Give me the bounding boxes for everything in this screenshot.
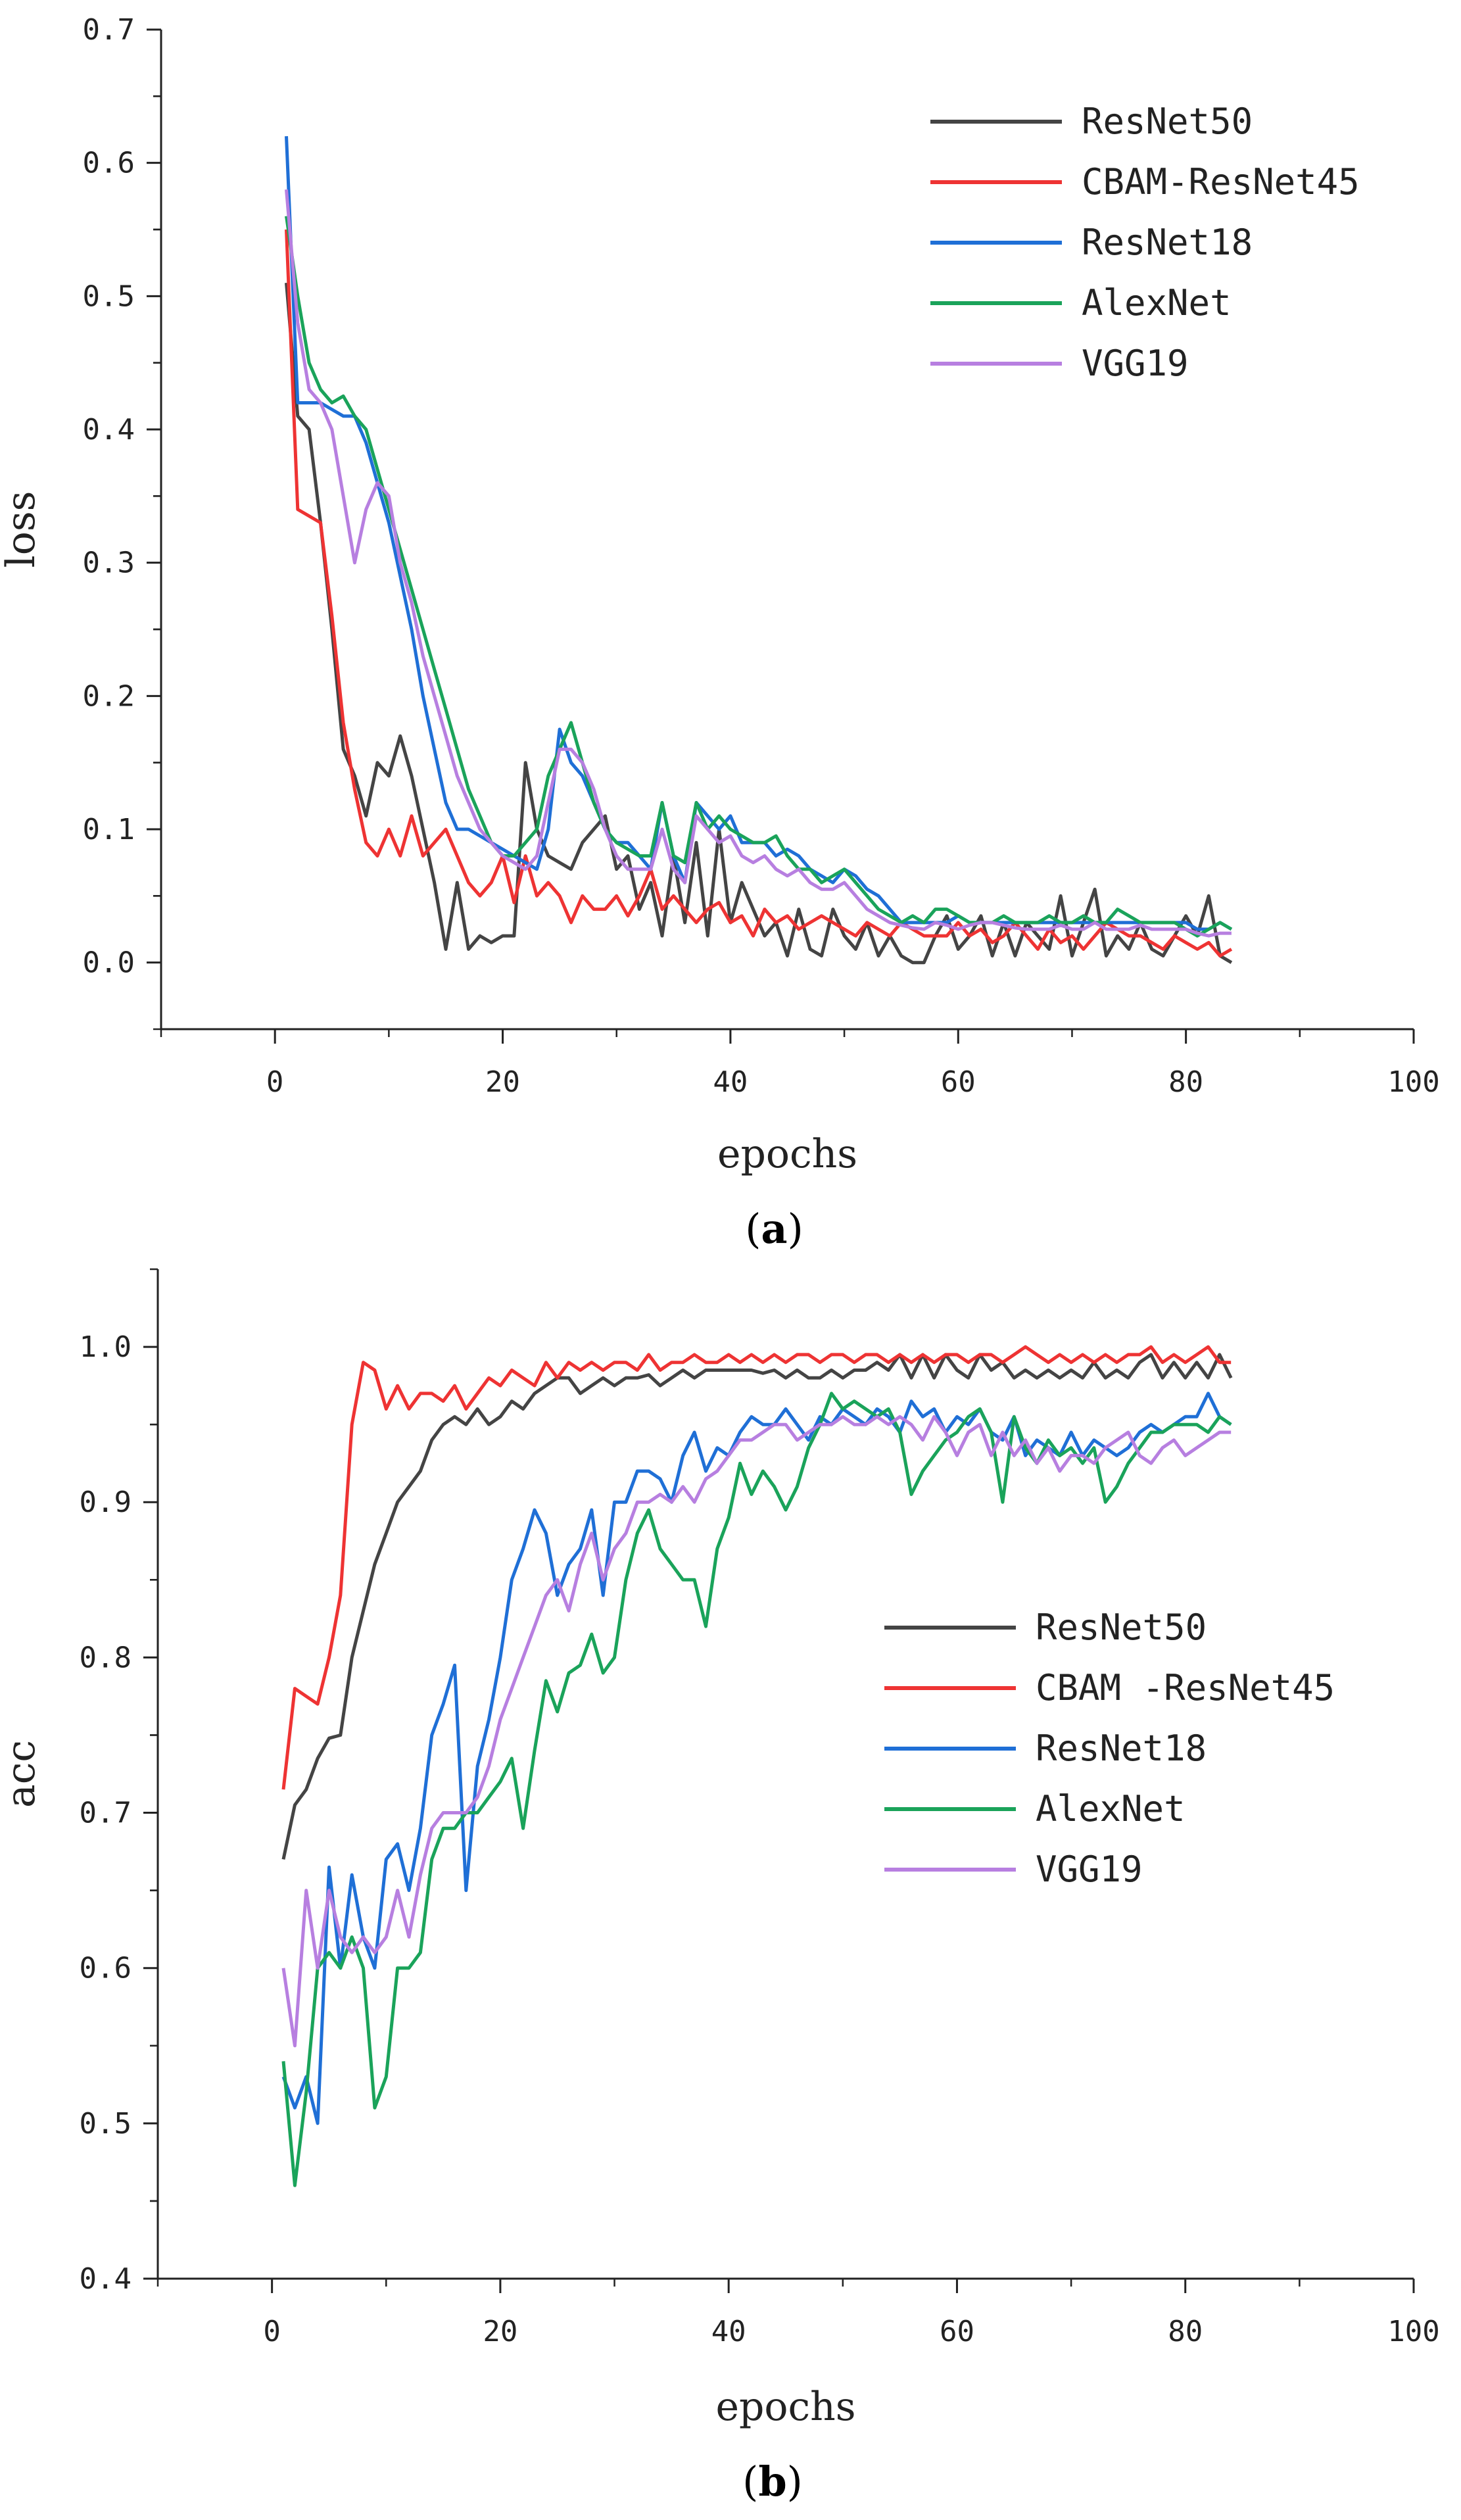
legend-label: AlexNet <box>1036 1788 1186 1829</box>
y-tick-label: 0.0 <box>83 946 135 980</box>
legend-label: ResNet50 <box>1082 101 1253 142</box>
x-tick-label: 20 <box>483 2315 517 2348</box>
legend-label: ResNet18 <box>1036 1728 1207 1769</box>
series-line-resnet50 <box>281 1353 1233 1860</box>
y-tick-label: 0.7 <box>83 13 135 47</box>
legend-label: ResNet18 <box>1082 222 1253 263</box>
x-tick-label: 60 <box>941 1065 976 1099</box>
legend-label: CBAM-ResNet45 <box>1082 161 1360 203</box>
legend-label: CBAM -ResNet45 <box>1036 1667 1335 1708</box>
x-tick-label: 40 <box>711 2315 746 2348</box>
x-tick-label: 60 <box>940 2315 974 2348</box>
x-tick-label: 100 <box>1387 2315 1439 2348</box>
y-axis-title: loss <box>0 491 44 568</box>
y-tick-label: 0.9 <box>80 1486 132 1519</box>
x-axis-title: epochs <box>715 2384 855 2430</box>
y-tick-label: 0.8 <box>80 1641 132 1674</box>
y-tick-label: 0.6 <box>83 147 135 180</box>
y-tick-label: 0.5 <box>83 279 135 313</box>
figure-caption: (a) <box>745 1205 803 1253</box>
y-tick-label: 0.4 <box>80 2262 132 2296</box>
caption-open: ( <box>742 2458 758 2506</box>
caption-open: ( <box>745 1205 761 1253</box>
y-tick-label: 1.0 <box>80 1330 132 1364</box>
y-tick-label: 0.6 <box>80 1952 132 1985</box>
series-line-vgg19 <box>281 1415 1232 2048</box>
caption-letter: b <box>758 2458 786 2506</box>
caption-close: ) <box>787 2458 803 2506</box>
x-tick-label: 20 <box>485 1065 520 1099</box>
y-tick-label: 0.1 <box>83 813 135 846</box>
caption-letter: a <box>761 1205 787 1253</box>
legend-label: AlexNet <box>1082 282 1232 324</box>
accuracy-chart: 0 20 40 60 80 100 0.4 0.5 0.6 0.7 0.8 0.9 1.0 epochs a… <box>0 1268 1440 2506</box>
y-axis-title: acc <box>0 1740 44 1808</box>
x-tick-label: 40 <box>713 1065 748 1099</box>
legend-label: VGG19 <box>1036 1849 1143 1890</box>
x-tick-label: 0 <box>263 2315 281 2348</box>
x-tick-label: 80 <box>1168 2315 1203 2348</box>
series-line-resnet18 <box>281 1392 1232 2125</box>
series-line-alexnet <box>281 1392 1232 2187</box>
series-line-vgg19 <box>285 189 1232 938</box>
y-tick-label: 0.7 <box>80 1797 132 1830</box>
legend-label: ResNet50 <box>1036 1607 1207 1648</box>
x-tick-label: 0 <box>266 1065 284 1099</box>
legend-label: VGG19 <box>1082 343 1189 384</box>
series-line-cbam-resnet45 <box>285 229 1233 957</box>
caption-close: ) <box>788 1205 803 1253</box>
y-tick-label: 0.3 <box>83 546 135 580</box>
x-tick-label: 100 <box>1387 1065 1439 1099</box>
y-tick-label: 0.5 <box>80 2107 132 2141</box>
series-line-alexnet <box>285 216 1233 938</box>
y-tick-label: 0.2 <box>83 679 135 713</box>
figure-caption: (b) <box>742 2458 803 2506</box>
y-tick-label: 0.4 <box>83 413 135 447</box>
loss-chart: 0 20 40 60 80 100 0.0 0.1 0.2 0.3 0.4 0.5 0.6 0.7 epoc… <box>0 13 1440 1253</box>
x-axis-title: epochs <box>717 1131 857 1177</box>
x-tick-label: 80 <box>1168 1065 1203 1099</box>
series-line-cbam-resnet45 <box>281 1345 1232 1790</box>
